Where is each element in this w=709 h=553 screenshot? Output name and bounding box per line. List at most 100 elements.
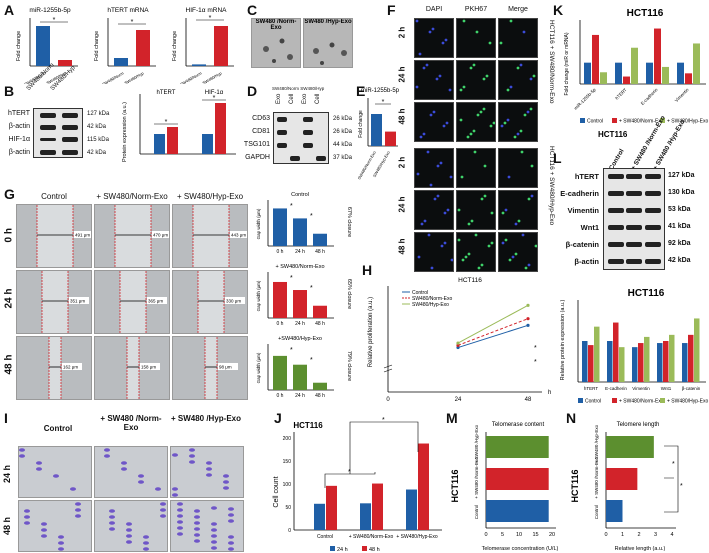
wound-gap bbox=[115, 205, 151, 267]
a3-bar-norm bbox=[192, 64, 206, 66]
l-kda-1: 130 kDa bbox=[668, 189, 695, 196]
wound-image: 470 μm bbox=[94, 204, 170, 268]
cell-dot bbox=[475, 30, 479, 34]
l-row-4: β-catenin bbox=[565, 240, 599, 249]
l-bar bbox=[694, 318, 700, 382]
j-bar bbox=[418, 443, 429, 530]
g-chart-title: + SW480/Norm-Exo bbox=[275, 264, 324, 270]
wound-gap bbox=[198, 271, 224, 333]
b-band bbox=[40, 138, 56, 141]
d-band bbox=[290, 156, 300, 161]
m-cat-2: Control bbox=[474, 505, 479, 520]
b-kda-0: 127 kDa bbox=[87, 111, 110, 117]
g-row-label: 24 h bbox=[3, 288, 15, 309]
k-bar bbox=[600, 72, 607, 84]
wound-gap bbox=[205, 337, 217, 399]
panel-label-c: C bbox=[247, 2, 258, 18]
i-row-24h: 24 h bbox=[2, 465, 12, 484]
cell-dot bbox=[448, 88, 452, 92]
cell-blob bbox=[211, 546, 217, 550]
gap-measure-box bbox=[225, 297, 245, 304]
cell-blob bbox=[19, 454, 25, 458]
b-kda-2: 115 kDa bbox=[87, 137, 109, 143]
cell-dot bbox=[420, 222, 424, 226]
k-bar bbox=[677, 62, 684, 84]
vesicle bbox=[263, 46, 269, 52]
h-ylabel: Relative proliferation (a.u.) bbox=[368, 297, 374, 367]
j-tick-label: 150 bbox=[283, 459, 292, 465]
panel-label-f: F bbox=[387, 2, 396, 18]
l-band bbox=[608, 259, 624, 264]
h-point bbox=[526, 323, 530, 327]
l-cat-label: β-catenin bbox=[682, 386, 701, 391]
k-bar bbox=[615, 62, 622, 84]
g-star: * bbox=[290, 275, 293, 282]
a2-star: * bbox=[131, 19, 134, 26]
panel-label-m: M bbox=[446, 410, 458, 426]
f-col-dapi: DAPI bbox=[425, 6, 443, 13]
k-ylabel: Fold change (miR or mRNA) bbox=[564, 32, 570, 95]
cell-dot bbox=[416, 172, 420, 176]
a3-ylabel: Fold change bbox=[172, 31, 178, 61]
e-bar-hyp bbox=[385, 131, 396, 146]
cell-blob bbox=[228, 535, 234, 539]
l-ylabel: Relative protein expression (a.u.) bbox=[560, 299, 566, 380]
cell-blob bbox=[121, 467, 127, 471]
h-point bbox=[456, 345, 460, 350]
d-row-3: GAPDH bbox=[245, 154, 270, 161]
f-row-label: 48 h bbox=[397, 108, 407, 125]
j-bar bbox=[314, 503, 325, 530]
fluorescent-cells bbox=[506, 63, 536, 92]
cell-dot bbox=[504, 238, 508, 242]
a2-ylabel: Fold change bbox=[94, 31, 100, 61]
g-col-2: + SW480/Hyp-Exo bbox=[176, 192, 244, 201]
l-band bbox=[626, 225, 642, 230]
cell-dot bbox=[467, 252, 471, 256]
b-western-blot bbox=[33, 108, 83, 158]
panel-label-e: E bbox=[356, 83, 366, 99]
wound-gap bbox=[120, 271, 146, 333]
l-bar bbox=[632, 347, 638, 382]
fluorescent-cells bbox=[419, 110, 449, 139]
d-cols: Exo Cell Exo Cell bbox=[276, 94, 336, 106]
cell-dot bbox=[472, 129, 476, 133]
d-row-2: TSG101 bbox=[243, 141, 270, 148]
b-star-0: * bbox=[165, 119, 168, 126]
cell-blob bbox=[126, 528, 132, 532]
b-row-0: hTERT bbox=[7, 110, 30, 117]
k-bar bbox=[646, 62, 653, 84]
l-band bbox=[645, 242, 661, 247]
cell-blob bbox=[228, 507, 234, 511]
cell-blob bbox=[160, 514, 166, 518]
cell-blob bbox=[223, 486, 229, 490]
dapi-image bbox=[414, 190, 454, 230]
cell-dot bbox=[527, 197, 531, 201]
l-bar bbox=[588, 345, 594, 382]
wound-overlay: 158 μm bbox=[126, 337, 160, 399]
l-legend-swatch-2 bbox=[660, 398, 665, 403]
a1-bar-hyp bbox=[58, 60, 72, 66]
cell-dot bbox=[508, 258, 512, 262]
cell-blob bbox=[75, 508, 81, 512]
wound-image: 330 μm bbox=[172, 270, 248, 334]
fluorescent-cells bbox=[420, 194, 450, 226]
vesicle bbox=[329, 42, 335, 48]
g-cat-label: 24 h bbox=[295, 321, 305, 327]
cell-dot bbox=[534, 244, 537, 248]
cell-blob bbox=[19, 448, 25, 452]
cell-dot bbox=[485, 74, 489, 78]
cell-dot bbox=[489, 124, 493, 128]
cell-blob bbox=[177, 532, 183, 536]
c-tem-hyp: SW480 /Hyp-Exo bbox=[303, 18, 353, 68]
j-legend-0: 24 h bbox=[337, 547, 348, 553]
f-col-pkh67: PKH67 bbox=[464, 6, 488, 13]
cell-dot bbox=[501, 211, 505, 215]
wound-overlay: 365 μm bbox=[119, 271, 167, 333]
wound-gap bbox=[127, 337, 139, 399]
g-chart-ylabel: Gap width (μm) bbox=[256, 352, 261, 383]
f-row-label: 2 h bbox=[397, 26, 407, 39]
c-label-hyp: SW480 /Hyp-Exo bbox=[304, 19, 352, 25]
gap-measure-box bbox=[147, 297, 167, 304]
cell-dot bbox=[503, 121, 507, 125]
k-bar bbox=[654, 28, 661, 84]
